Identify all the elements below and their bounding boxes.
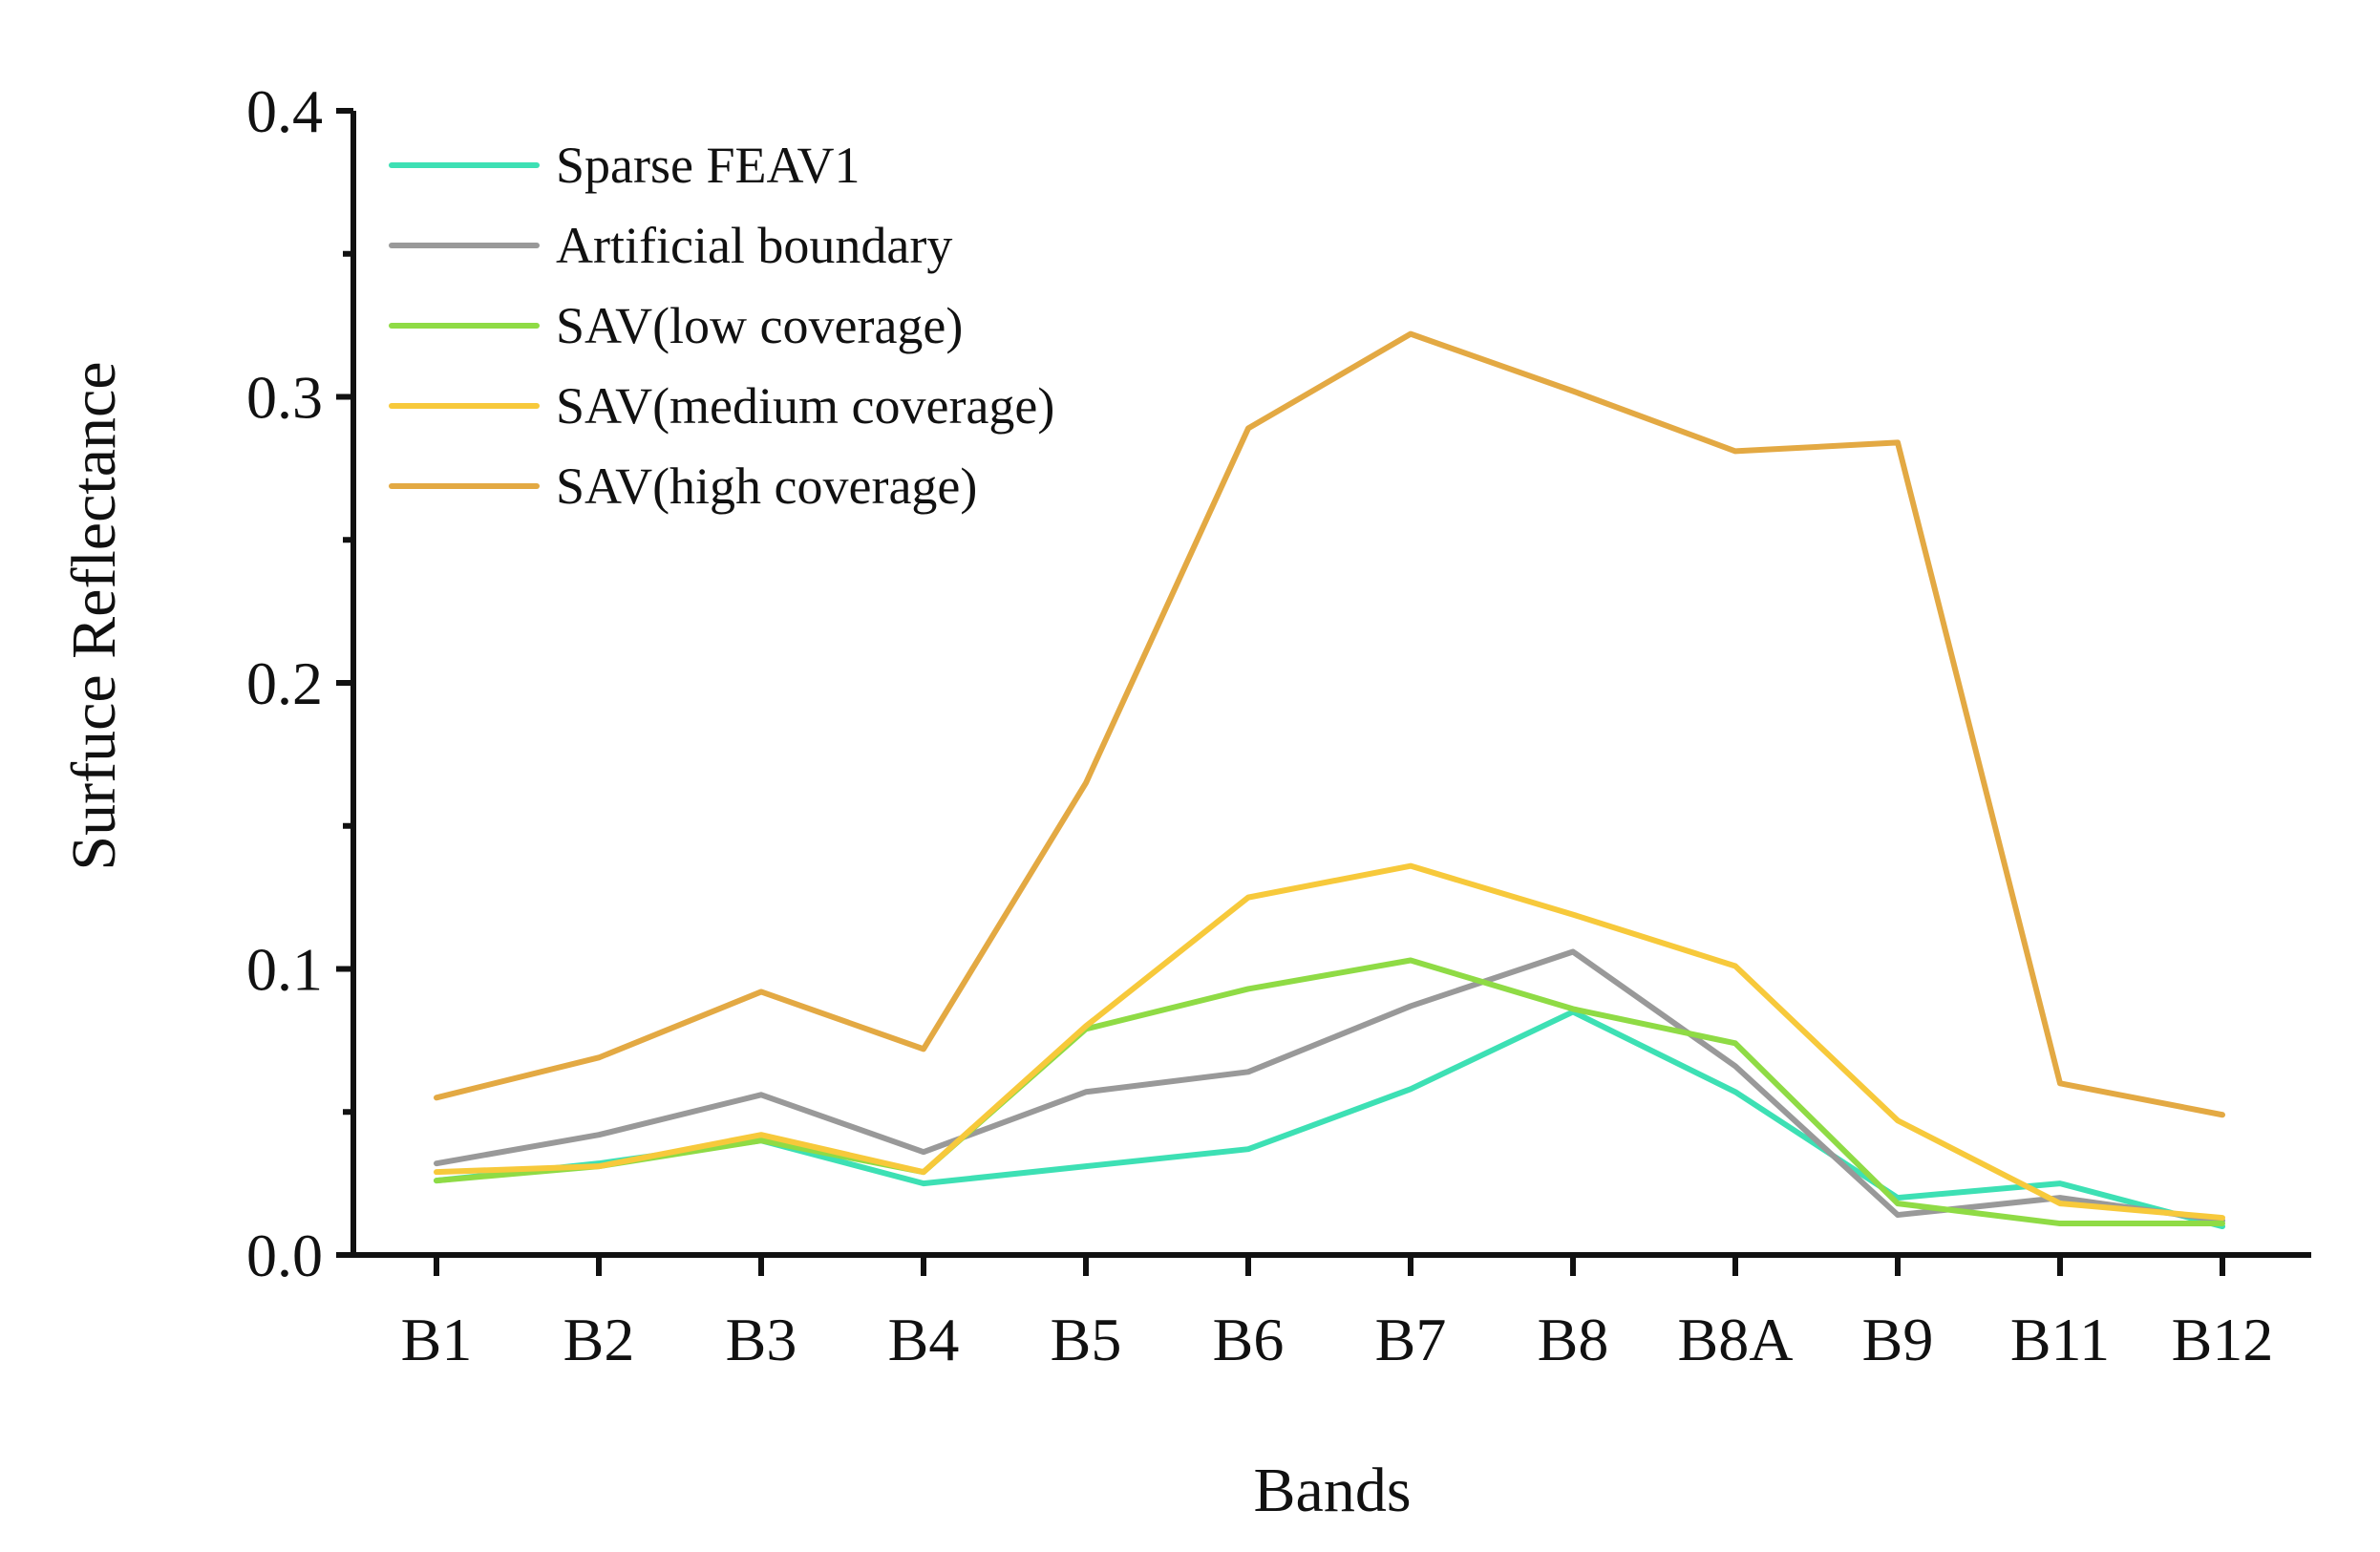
x-axis-title: Bands	[1254, 1456, 1412, 1525]
x-tick-label: B12	[2172, 1306, 2274, 1373]
legend: Sparse FEAV1 Artificial boundary SAV(low c…	[389, 137, 1054, 515]
series-line-0	[434, 1009, 2225, 1230]
legend-label: SAV(low coverage)	[556, 297, 963, 354]
x-tick-label: B9	[1862, 1306, 1934, 1373]
series-line-2	[434, 957, 2225, 1227]
y-tick-label: 0.0	[246, 1222, 323, 1289]
series-line-3	[434, 862, 2225, 1222]
series-lines	[434, 330, 2225, 1230]
legend-label: Sparse FEAV1	[556, 137, 861, 194]
y-tick-label: 0.2	[246, 649, 323, 717]
x-tick-label: B3	[726, 1306, 797, 1373]
x-tick-label: B7	[1375, 1306, 1447, 1373]
y-tick-label: 0.3	[246, 364, 323, 432]
x-tick-label: B1	[401, 1306, 473, 1373]
legend-label: Artificial boundary	[556, 217, 952, 274]
legend-label: SAV(medium coverage)	[556, 377, 1054, 435]
x-tick-label: B6	[1213, 1306, 1285, 1373]
y-tick-label: 0.1	[246, 936, 323, 1004]
x-tick-label: B8A	[1678, 1306, 1794, 1373]
series-line-4	[434, 330, 2225, 1118]
y-tick-label: 0.4	[246, 77, 323, 145]
legend-label: SAV(high coverage)	[556, 457, 977, 515]
y-axis-title: Surfuce Reflectance	[59, 361, 129, 870]
x-axis-ticks: B1 B2 B3 B4 B5 B6 B7 B8 B8A B9 B11 B12	[401, 1255, 2274, 1373]
x-tick-label: B11	[2010, 1306, 2110, 1373]
y-axis-ticks: 0.0 0.1 0.2 0.3 0.4	[246, 77, 353, 1289]
x-tick-label: B5	[1051, 1306, 1122, 1373]
x-tick-label: B4	[888, 1306, 960, 1373]
series-line-1	[434, 948, 2225, 1224]
x-tick-label: B8	[1538, 1306, 1609, 1373]
x-tick-label: B2	[563, 1306, 635, 1373]
